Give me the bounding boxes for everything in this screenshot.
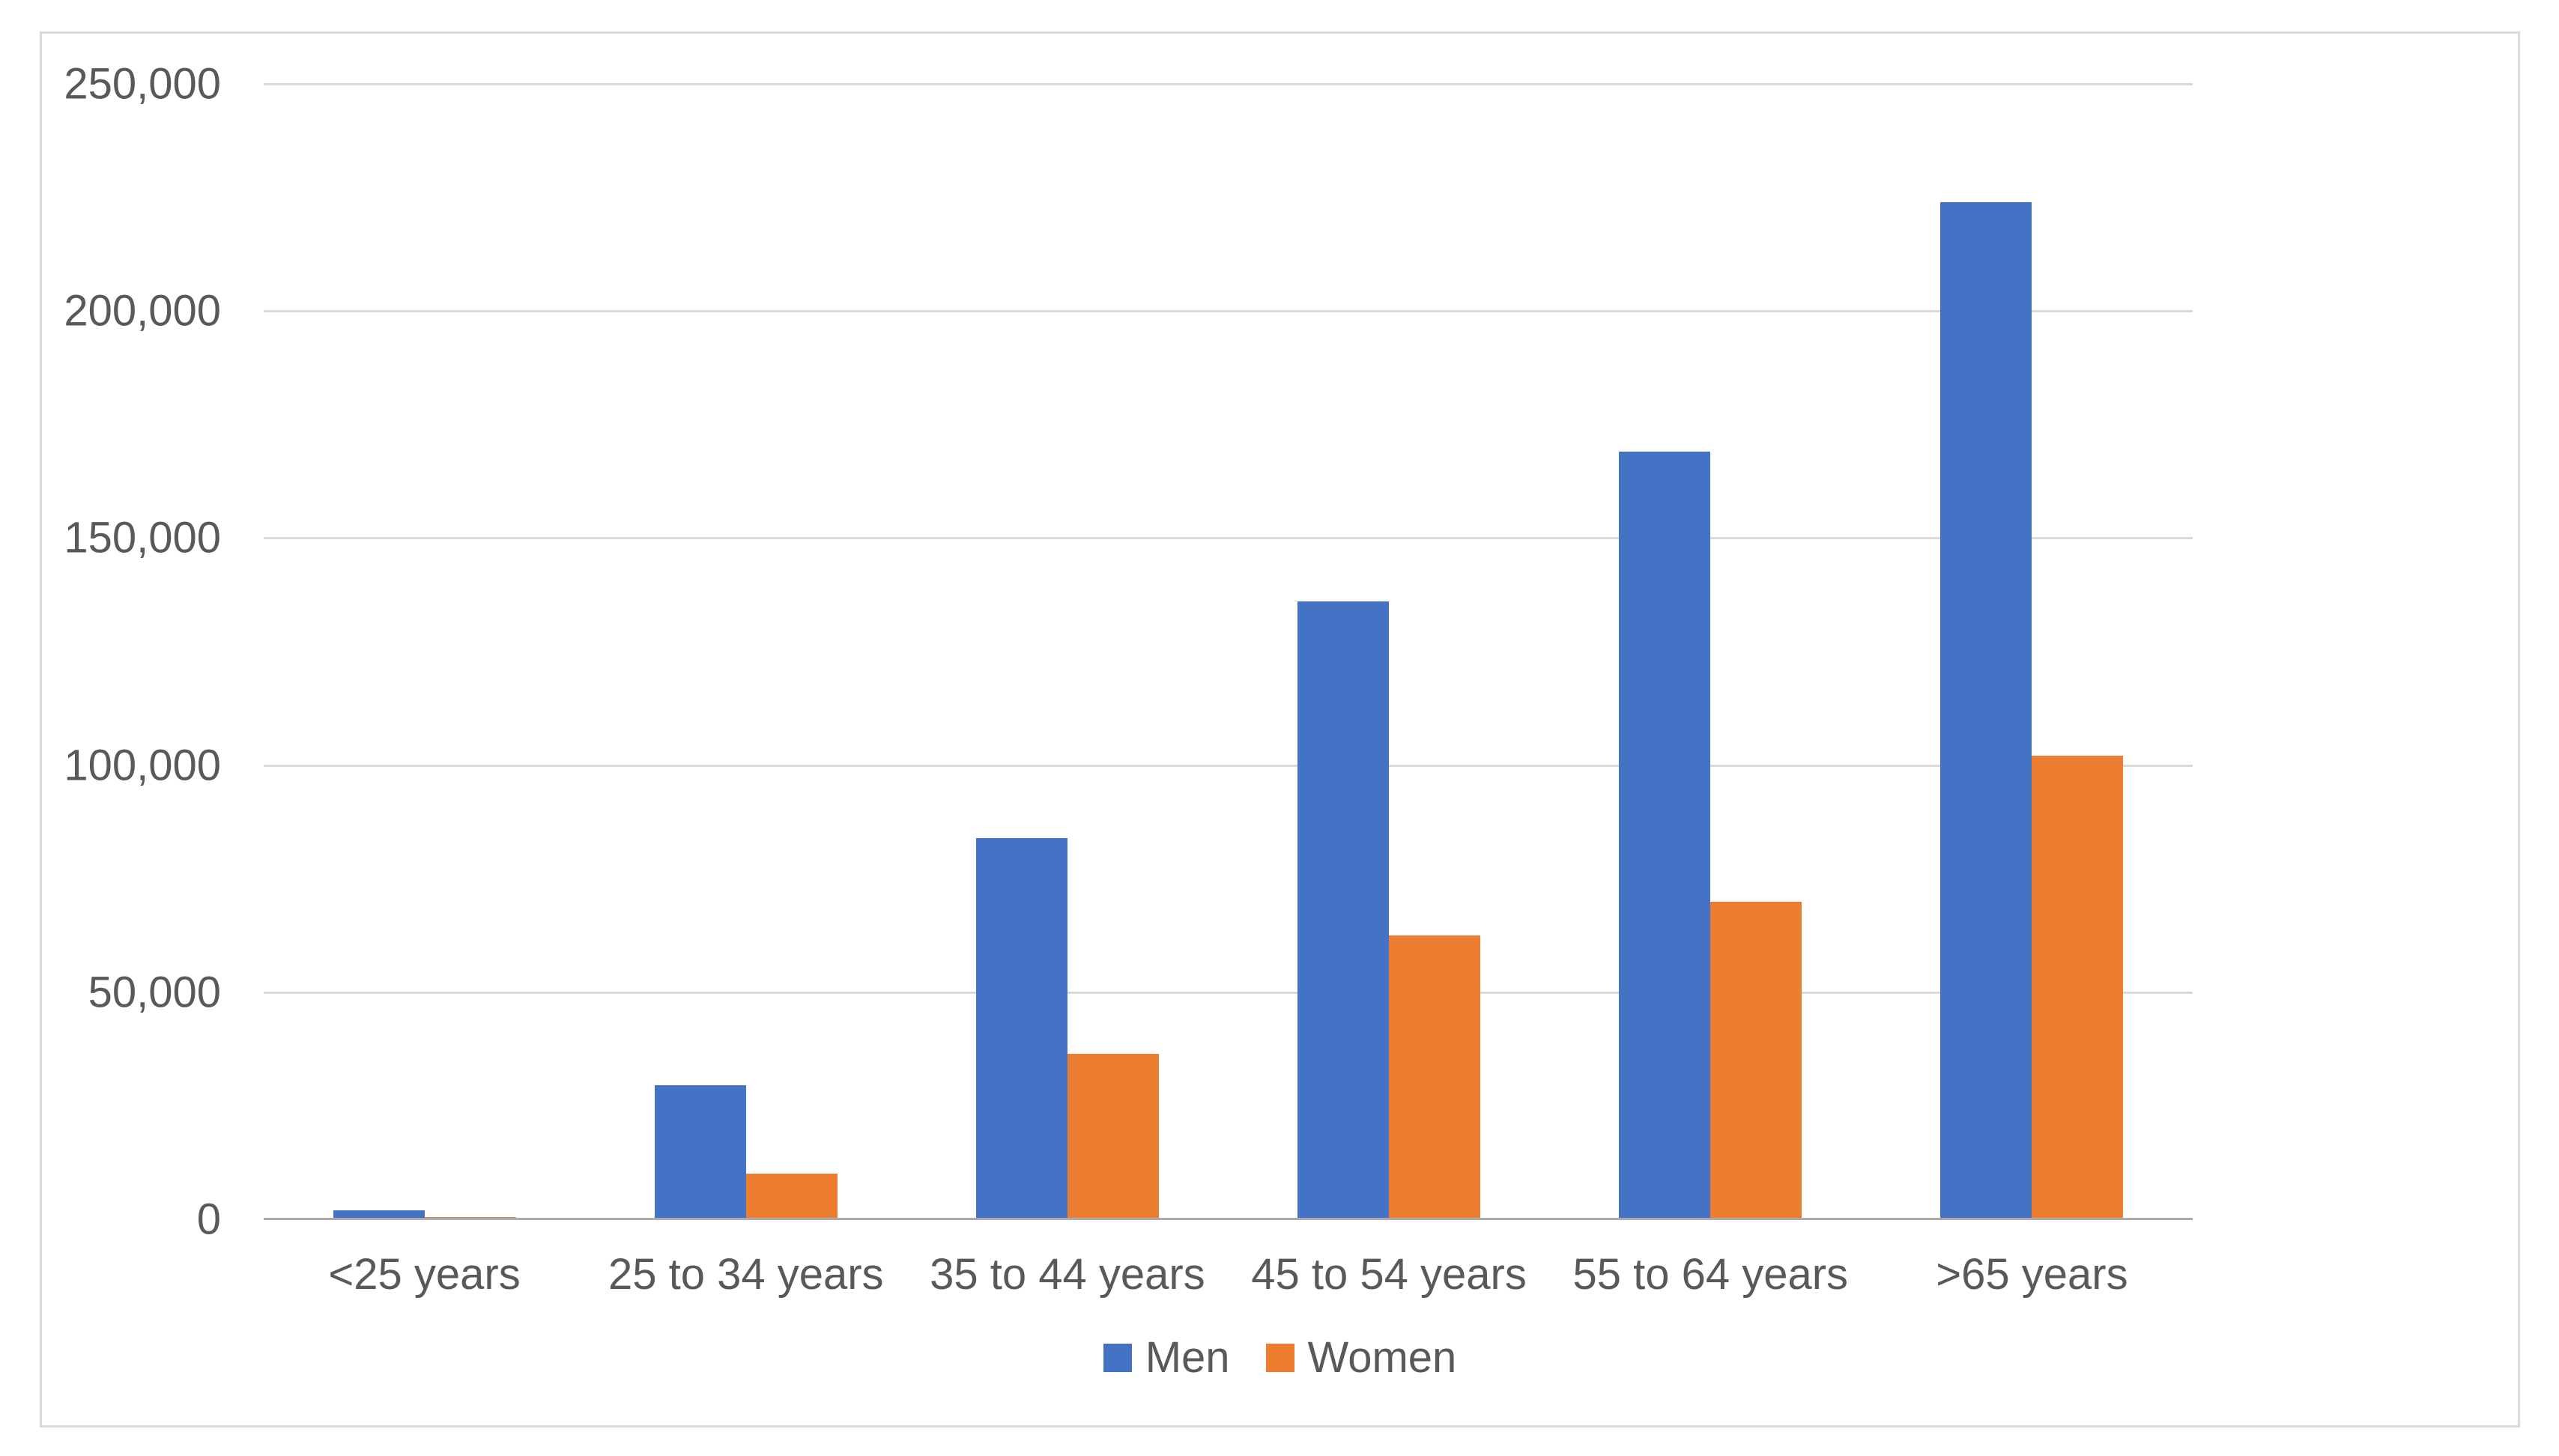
x-tick-label-2: 35 to 44 years bbox=[930, 1250, 1205, 1299]
x-tick-label-5: >65 years bbox=[1936, 1250, 2128, 1299]
gridline-200000 bbox=[264, 310, 2193, 313]
x-axis: <25 years 25 to 34 years 35 to 44 years 45 … bbox=[264, 1249, 2193, 1309]
women-bar-3[interactable] bbox=[1389, 935, 1480, 1219]
legend-swatch-women-icon bbox=[1265, 1344, 1294, 1372]
y-tick-label-100000: 100,000 bbox=[64, 741, 221, 790]
men-bar-1[interactable] bbox=[655, 1085, 746, 1219]
women-bar-2[interactable] bbox=[1067, 1054, 1159, 1219]
x-tick-label-3: 45 to 54 years bbox=[1251, 1250, 1527, 1299]
x-tick-label-0: <25 years bbox=[328, 1250, 521, 1299]
men-bar-4[interactable] bbox=[1619, 452, 1710, 1219]
men-bar-0[interactable] bbox=[333, 1210, 425, 1219]
women-bar-5[interactable] bbox=[2032, 756, 2123, 1219]
plot-area bbox=[264, 83, 2193, 1220]
gridline-250000 bbox=[264, 83, 2193, 85]
men-bar-2[interactable] bbox=[976, 838, 1067, 1219]
x-tick-label-1: 25 to 34 years bbox=[608, 1250, 884, 1299]
y-axis: 0 50,000 100,000 150,000 200,000 250,000 bbox=[0, 60, 221, 1244]
gridline-50000 bbox=[264, 991, 2193, 994]
legend-item-women[interactable]: Women bbox=[1265, 1333, 1457, 1382]
women-bar-4[interactable] bbox=[1710, 902, 1802, 1219]
legend-item-men[interactable]: Men bbox=[1103, 1336, 1230, 1380]
legend-label-men: Men bbox=[1145, 1333, 1230, 1382]
legend: Men Women bbox=[40, 1336, 2520, 1380]
y-tick-label-200000: 200,000 bbox=[64, 286, 221, 336]
y-tick-label-250000: 250,000 bbox=[64, 59, 221, 109]
gridline-150000 bbox=[264, 537, 2193, 540]
x-tick-label-4: 55 to 64 years bbox=[1572, 1250, 1849, 1299]
men-bar-5[interactable] bbox=[1940, 202, 2032, 1219]
women-bar-1[interactable] bbox=[746, 1174, 838, 1219]
gridline-100000 bbox=[264, 764, 2193, 767]
legend-label-women: Women bbox=[1307, 1333, 1457, 1382]
y-tick-label-50000: 50,000 bbox=[88, 968, 221, 1017]
legend-swatch-men-icon bbox=[1103, 1344, 1132, 1372]
x-axis-line bbox=[264, 1218, 2193, 1220]
men-bar-3[interactable] bbox=[1297, 601, 1389, 1219]
y-tick-label-0: 0 bbox=[196, 1195, 221, 1244]
y-tick-label-150000: 150,000 bbox=[64, 513, 221, 562]
